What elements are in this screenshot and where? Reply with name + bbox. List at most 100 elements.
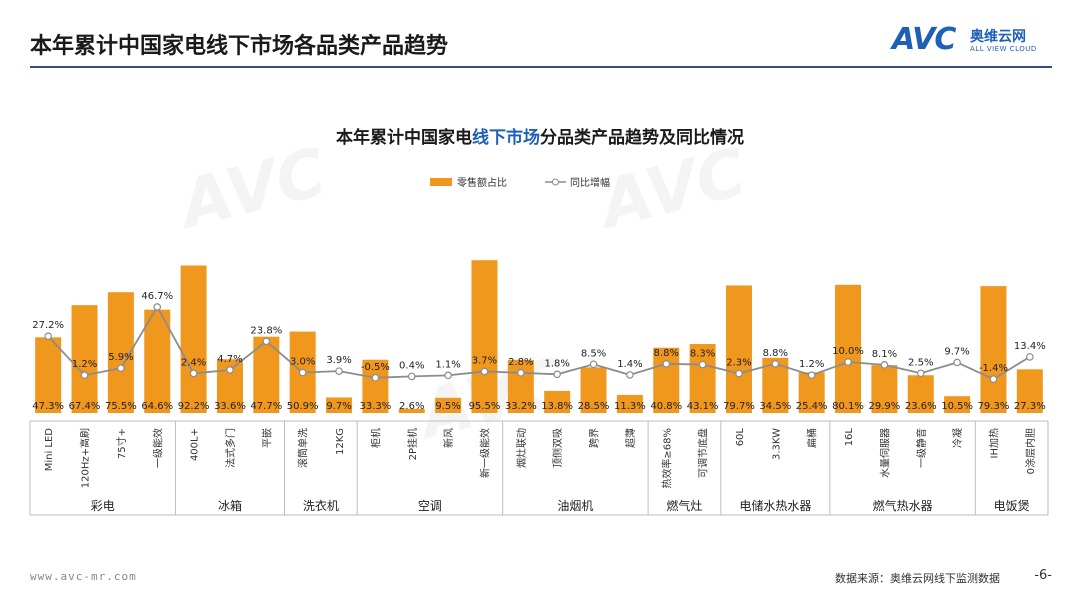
bar-9 xyxy=(362,359,389,413)
share-label-26: 79.3% xyxy=(978,401,1010,412)
growth-point-12 xyxy=(480,367,489,376)
share-label-8: 9.7% xyxy=(326,401,351,412)
growth-label-10: 0.4% xyxy=(399,360,424,371)
share-label-11: 9.5% xyxy=(435,401,460,412)
group-label-4: 油烟机 xyxy=(557,499,593,513)
share-label-13: 33.2% xyxy=(505,401,537,412)
growth-point-15 xyxy=(589,360,598,369)
group-label-5: 燃气灶 xyxy=(666,498,702,513)
bar-26 xyxy=(980,286,1007,413)
category-label-14: 顶侧双吸 xyxy=(551,428,564,468)
growth-point-18 xyxy=(698,360,707,369)
share-label-22: 80.1% xyxy=(832,401,864,412)
growth-label-22: 10.0% xyxy=(832,346,864,357)
share-label-20: 34.5% xyxy=(759,401,791,412)
growth-label-12: 3.7% xyxy=(472,355,497,366)
growth-line xyxy=(47,305,1031,381)
bar-4 xyxy=(180,265,207,413)
growth-label-17: 8.8% xyxy=(654,348,679,359)
growth-point-7 xyxy=(298,368,307,377)
growth-point-4 xyxy=(189,369,198,378)
chart-title-part-2: 分品类产品趋势及同比情况 xyxy=(540,127,744,148)
growth-label-27: 13.4% xyxy=(1014,341,1046,352)
logo-cn-name: 奥维云网 xyxy=(970,29,1026,45)
group-label-2: 洗衣机 xyxy=(303,498,339,513)
category-label-1: 120Hz+高刷 xyxy=(79,428,92,488)
legend-label-line: 同比增幅 xyxy=(570,176,610,189)
category-label-7: 滚筒单洗 xyxy=(297,428,310,468)
share-label-6: 47.7% xyxy=(250,401,282,412)
share-label-15: 28.5% xyxy=(578,401,610,412)
category-label-10: 2P挂机 xyxy=(406,428,419,460)
growth-point-6 xyxy=(262,337,271,346)
growth-label-25: 9.7% xyxy=(944,346,969,357)
group-label-1: 冰箱 xyxy=(218,498,242,513)
share-label-0: 47.3% xyxy=(32,401,64,412)
group-label-7: 燃气热水器 xyxy=(873,498,933,513)
chart-title: 本年累计中国家电线下市场分品类产品趋势及同比情况 xyxy=(336,127,744,148)
bar-18 xyxy=(689,344,716,413)
category-label-24: 一级静音 xyxy=(915,428,928,468)
growth-point-1 xyxy=(80,371,89,380)
share-label-21: 25.4% xyxy=(796,401,828,412)
bar-22 xyxy=(835,284,862,413)
growth-label-23: 8.1% xyxy=(872,349,897,360)
category-label-20: 3.3KW xyxy=(771,428,782,460)
category-label-26: IH加热 xyxy=(987,428,1000,458)
bar-17 xyxy=(653,347,680,413)
growth-point-5 xyxy=(226,366,234,374)
category-label-22: 16L xyxy=(844,428,855,447)
growth-label-7: 3.0% xyxy=(290,357,315,368)
bar-24 xyxy=(907,375,934,413)
bar-1 xyxy=(71,305,98,413)
category-label-4: 400L+ xyxy=(190,428,201,461)
growth-point-21 xyxy=(807,371,816,380)
growth-label-11: 1.1% xyxy=(435,359,460,370)
growth-label-3: 46.7% xyxy=(141,291,173,302)
bar-13 xyxy=(507,359,534,413)
growth-point-0 xyxy=(44,332,52,341)
group-label-6: 电储水热水器 xyxy=(739,498,811,513)
page-number: -6- xyxy=(1034,568,1052,583)
growth-point-10 xyxy=(407,372,416,381)
share-label-9: 33.3% xyxy=(360,401,392,412)
category-label-18: 可调节底盘 xyxy=(697,428,710,478)
growth-label-13: 2.8% xyxy=(508,357,533,368)
category-label-21: 扁桶 xyxy=(806,428,819,448)
growth-label-2: 5.9% xyxy=(108,352,133,363)
share-label-3: 64.6% xyxy=(141,401,173,412)
category-label-15: 跨界 xyxy=(589,428,601,448)
share-label-5: 33.6% xyxy=(214,401,246,412)
growth-point-17 xyxy=(662,359,671,368)
group-label-3: 空调 xyxy=(418,499,442,513)
legend-label-bar: 零售额占比 xyxy=(457,176,507,189)
logo-mark: AVC xyxy=(892,22,956,57)
bar-3 xyxy=(144,309,171,413)
group-label-8: 电饭煲 xyxy=(994,498,1030,513)
growth-label-6: 23.8% xyxy=(250,325,282,336)
bar-0 xyxy=(35,337,62,413)
growth-point-13 xyxy=(517,368,525,377)
category-label-23: 水量伺服器 xyxy=(878,428,891,478)
growth-label-0: 27.2% xyxy=(32,320,64,331)
growth-label-20: 8.8% xyxy=(763,348,788,359)
growth-label-5: 4.7% xyxy=(217,354,242,365)
growth-label-19: 2.3% xyxy=(726,358,751,369)
legend-swatch-bar xyxy=(430,178,452,186)
category-label-27: 0涂层内胆 xyxy=(1024,428,1037,474)
growth-point-2 xyxy=(117,364,125,372)
share-label-4: 92.2% xyxy=(178,401,210,412)
growth-point-25 xyxy=(953,358,961,367)
legend-marker-line xyxy=(552,178,559,186)
share-label-23: 29.9% xyxy=(869,401,901,412)
share-label-19: 79.7% xyxy=(723,401,755,412)
bar-27 xyxy=(1016,369,1043,413)
logo-en-name: ALL VIEW CLOUD xyxy=(970,45,1037,53)
bar-21 xyxy=(798,372,825,413)
category-label-13: 烟灶联动 xyxy=(515,428,528,468)
category-label-17: 热效率≥68% xyxy=(660,428,673,489)
category-label-5: 法式多门 xyxy=(224,428,237,468)
share-label-12: 95.5% xyxy=(469,401,501,412)
bar-16 xyxy=(616,394,643,413)
